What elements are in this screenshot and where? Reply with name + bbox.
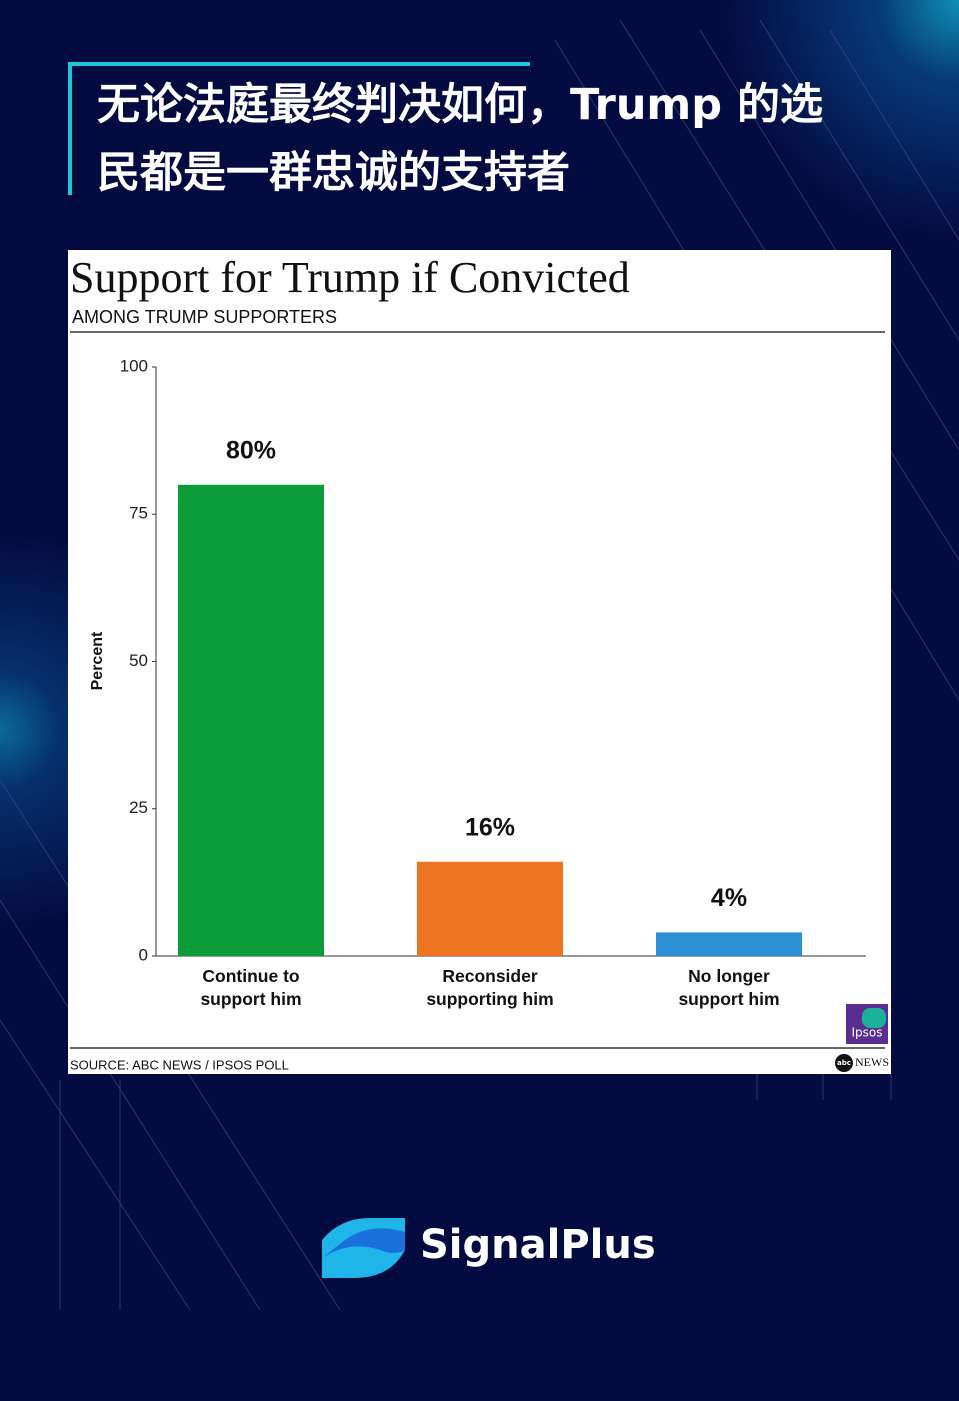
ipsos-logo-text: Ipsos [851, 1026, 882, 1040]
y-tick-label: 75 [129, 504, 148, 523]
brand-logo-wave [322, 1228, 405, 1258]
news-logo-text: NEWS [855, 1055, 889, 1069]
x-tick-label: Continue to support him [200, 966, 302, 1009]
x-tick-label: Reconsider supporting him [426, 966, 554, 1009]
headline: 民都是一群忠诚的支持者 [97, 148, 570, 198]
headline: 无论法庭最终判决如何，Trump 的选 [97, 80, 823, 130]
brand-name: SignalPlus [420, 1222, 656, 1268]
y-tick-label: 25 [129, 798, 148, 817]
chart-subtitle: AMONG TRUMP SUPPORTERS [72, 307, 337, 327]
abc-logo-text: abc [837, 1059, 851, 1067]
value-label: 80% [226, 436, 276, 464]
value-label: 16% [465, 813, 515, 841]
source: SOURCE: ABC NEWS / IPSOS POLL [70, 1057, 289, 1072]
bar [656, 932, 802, 956]
abc-logo [835, 1054, 853, 1072]
value-label: 4% [711, 884, 747, 912]
ipsos-logo-mark [862, 1008, 886, 1028]
y-axis-label: Percent [89, 631, 106, 690]
y-tick-label: 50 [129, 651, 148, 670]
accent-line [68, 62, 530, 66]
y-tick-label: 0 [139, 945, 148, 964]
x-tick-label: No longer support him [678, 966, 780, 1009]
accent-bar [68, 62, 72, 195]
chart-title: Support for Trump if Convicted [70, 253, 630, 302]
y-tick-label: 100 [120, 356, 148, 375]
bar [417, 861, 563, 956]
bar [178, 484, 324, 956]
